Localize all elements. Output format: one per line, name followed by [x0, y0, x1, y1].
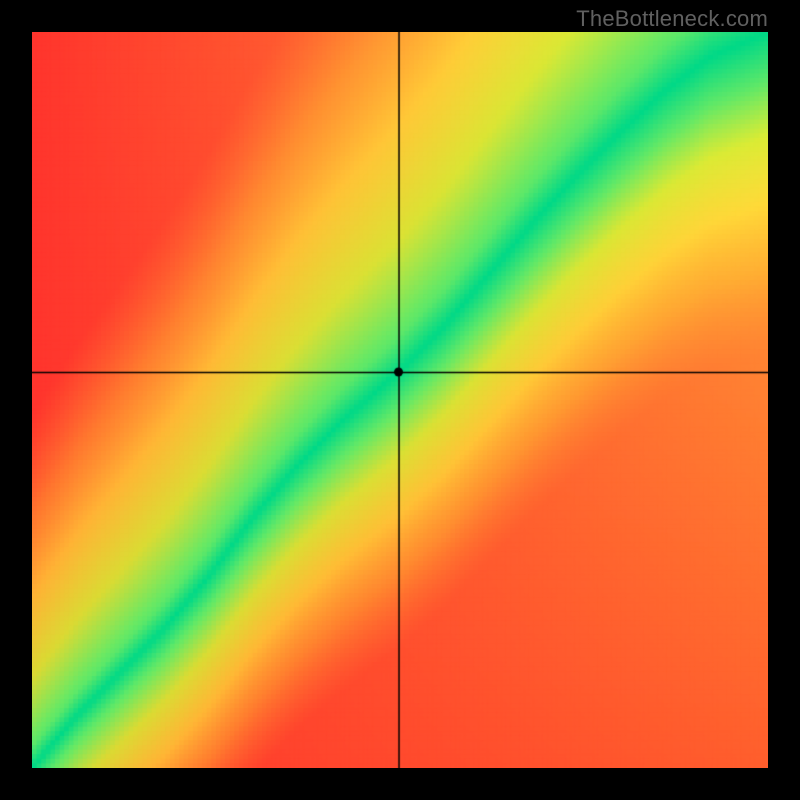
crosshair-overlay: [32, 32, 768, 768]
watermark-text: TheBottleneck.com: [576, 6, 768, 32]
